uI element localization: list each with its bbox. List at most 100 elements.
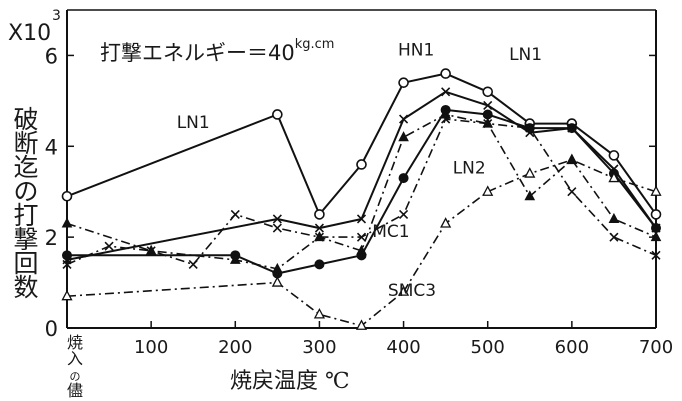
series-line-ln2 xyxy=(67,108,657,275)
x-axis-label: 焼戻温度 ℃ xyxy=(230,369,350,394)
series-label-smc3: SMC3 xyxy=(388,281,436,301)
series-smc3-point xyxy=(397,285,410,296)
series-smc3-point xyxy=(313,307,326,319)
series-smc3 xyxy=(61,153,662,330)
chart-title: 打撃エネルギー＝40kg.cm xyxy=(100,37,334,65)
series-ln1-point xyxy=(440,68,451,79)
series-label-ln1: LN1 xyxy=(177,113,210,133)
y-ticks: 0 2 4 6 xyxy=(45,44,656,341)
series-smc3-point xyxy=(524,167,536,178)
series-ln1-point xyxy=(314,209,325,220)
series-mc1-point xyxy=(272,223,282,233)
series-unlabeled-5-point xyxy=(272,262,283,273)
series-mc1-point xyxy=(651,250,661,260)
series-hn1-point xyxy=(272,214,282,224)
series-ln1-point xyxy=(61,190,73,202)
x-tick-label: 500 xyxy=(471,337,505,358)
series-label-mc1: MC1 xyxy=(372,222,409,242)
x-tick-label: 400 xyxy=(386,337,420,358)
series-line-hn1 xyxy=(66,90,657,261)
series-ln1-point xyxy=(272,109,283,120)
series-smc3-point xyxy=(61,289,73,301)
series-smc3-point xyxy=(440,217,452,228)
x-tick-label-char: 焼 xyxy=(67,333,83,352)
series-ln1-point xyxy=(398,77,409,88)
series-unlabeled-5-point xyxy=(650,231,662,242)
y-multiplier-base: X10 xyxy=(8,21,51,46)
y-axis-label-char: 回 xyxy=(13,249,38,278)
series-label-ln2: LN2 xyxy=(453,159,486,179)
series-smc3-point xyxy=(608,171,620,183)
y-tick-label: 6 xyxy=(45,44,58,68)
series-ln2-point xyxy=(398,173,409,184)
series-line-ln1 xyxy=(66,72,657,216)
series-mc1-point xyxy=(230,209,240,219)
x-tick-label: 200 xyxy=(218,337,252,358)
series-unlabeled-5-point xyxy=(61,217,73,228)
series-ln1 xyxy=(61,68,662,220)
y-axis-label-char: の xyxy=(13,177,38,206)
series-unlabeled-5-point xyxy=(608,212,620,223)
series-layer xyxy=(61,68,662,330)
series-mc1-point xyxy=(609,232,619,242)
series-mc1-point xyxy=(525,123,535,133)
y-multiplier-exponent: 3 xyxy=(52,8,61,24)
series-mc1 xyxy=(62,114,661,269)
axes-frame xyxy=(66,9,657,329)
series-mc1-point xyxy=(356,232,367,242)
chart-title-text: 打撃エネルギー＝40 xyxy=(100,41,295,65)
x-tick-label-char: 入 xyxy=(67,349,83,368)
series-hn1-point xyxy=(441,87,451,97)
series-ln2-point xyxy=(566,123,577,134)
series-unlabeled-5-point xyxy=(356,244,367,255)
series-label-hn1: HN1 xyxy=(398,40,434,60)
series-ln2-point xyxy=(62,250,72,261)
series-label-ln1: LN1 xyxy=(509,45,542,65)
y-axis-label-char: 撃 xyxy=(13,225,38,254)
series-ln1-point xyxy=(608,150,620,161)
series-unlabeled-5-point xyxy=(524,190,536,201)
annotations-layer: LN1 HN1 LN1 LN2 MC1 SMC3 xyxy=(177,40,542,301)
x-tick-label: 600 xyxy=(555,337,589,358)
series-unlabeled-5-point xyxy=(440,108,451,119)
series-unlabeled-5-point xyxy=(229,253,241,264)
series-unlabeled-5-point xyxy=(314,231,325,242)
y-tick-label: 4 xyxy=(45,135,58,159)
y-axis-label-char: 破 xyxy=(13,105,38,134)
series-hn1-point xyxy=(314,223,324,233)
y-axis-label-char: 数 xyxy=(13,273,38,302)
series-unlabeled-5-point xyxy=(398,131,409,142)
y-tick-label: 0 xyxy=(45,317,58,341)
series-smc3-point xyxy=(355,319,368,330)
series-smc3-point xyxy=(650,185,662,196)
series-ln1-point xyxy=(356,159,367,170)
series-hn1-point xyxy=(483,100,493,110)
series-unlabeled-5-point xyxy=(482,117,494,128)
series-mc1-point xyxy=(188,259,198,269)
series-mc1-point xyxy=(62,259,72,269)
series-unlabeled-5 xyxy=(61,108,662,273)
series-ln1-point xyxy=(482,86,494,98)
series-smc3-point xyxy=(482,185,494,196)
series-mc1-point xyxy=(567,187,577,197)
x-tick-label: 100 xyxy=(134,337,168,358)
series-hn1-point xyxy=(399,114,409,124)
y-axis-label-char: 迄 xyxy=(13,153,38,182)
series-unlabeled-5-point xyxy=(145,244,157,255)
series-ln1-point xyxy=(650,209,662,220)
y-tick-label: 2 xyxy=(45,226,58,250)
x-tick-label: 700 xyxy=(639,337,673,358)
series-ln2-point xyxy=(314,259,325,270)
series-mc1-point xyxy=(104,241,114,251)
x-tick-label-char: の xyxy=(70,370,81,383)
y-axis-label-char: 打 xyxy=(13,201,38,230)
y-axis-label-char: 断 xyxy=(13,129,38,158)
series-unlabeled-5-point xyxy=(566,153,578,164)
chart-title-unit: kg.cm xyxy=(295,37,335,52)
series-smc3-point xyxy=(271,276,283,287)
series-hn1-point xyxy=(356,214,367,224)
